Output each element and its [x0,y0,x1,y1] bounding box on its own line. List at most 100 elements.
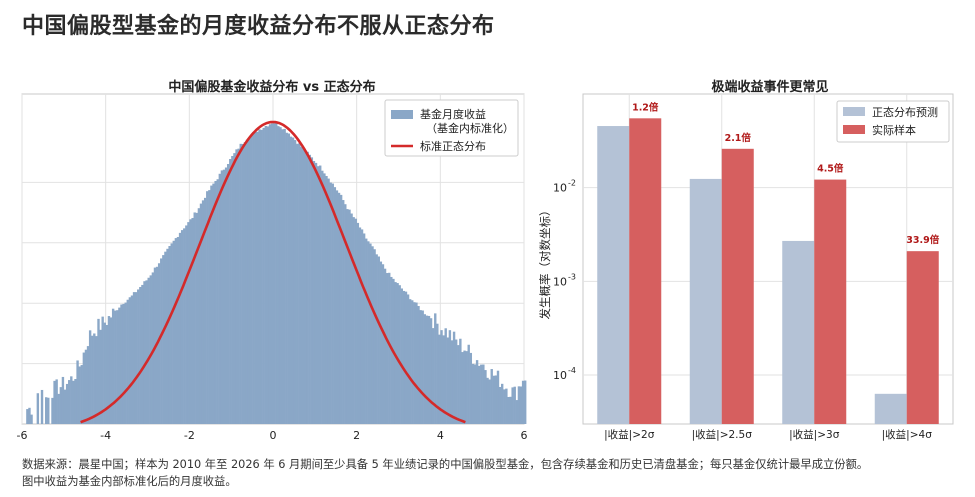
hist-bar [99,329,102,424]
hist-bar [484,370,487,424]
hist-bar [258,129,261,424]
hist-bar [107,316,111,424]
x-tick-label: |收益|>2σ [604,428,655,441]
hist-bar [111,308,115,424]
hist-bar [333,187,337,424]
hist-bar [105,324,109,424]
hist-bar [78,366,81,424]
hist-bar [162,255,165,424]
y-tick-label: 10 [553,369,567,382]
hist-bar [93,333,96,424]
hist-bar [388,272,391,424]
hist-bar [180,230,184,424]
hist-bar [233,153,236,424]
hist-bar [373,249,376,424]
hist-bar [178,232,182,424]
hist-bar [164,251,167,424]
legend-swatch-normal-pred [843,107,865,116]
hist-bar [440,330,443,424]
hist-bar [80,365,83,424]
hist-bar [122,303,125,424]
hist-bar [187,222,190,424]
hist-bar [469,352,473,424]
hist-bar [417,306,420,424]
hist-bar [500,383,504,424]
hist-bar [84,349,88,424]
hist-bar [134,292,138,424]
hist-bar [235,149,238,424]
hist-bar [381,264,385,424]
bar-actual [721,148,754,424]
hist-bar [350,213,353,424]
hist-bar [314,162,318,424]
bar-normal-pred [597,126,630,425]
hist-bar [505,388,508,424]
hist-bar [319,165,322,424]
hist-bar [120,304,123,424]
hist-bar [145,280,148,424]
histogram-chart-title: 中国偏股基金收益分布 vs 正态分布 [168,79,375,95]
hist-bar [114,310,117,424]
hist-bar [189,219,192,424]
hist-bar [413,302,416,424]
histogram-chart: 中国偏股基金收益分布 vs 正态分布 -6 -4 -2 0 2 4 6 基金月度收益 （基金… [17,79,528,442]
hist-bar [157,263,161,424]
hist-bar [419,310,422,424]
x-tick-label: |收益|>3σ [789,428,840,441]
hist-bar [296,143,299,425]
hist-bar [480,364,483,424]
hist-bar [356,222,360,424]
hist-bar [206,191,209,424]
hist-bar [473,364,477,424]
hist-bar [273,123,276,424]
legend-label-hist: 基金月度收益 [420,107,486,121]
hist-bar [210,185,213,424]
hist-bar [174,238,178,424]
hist-bar [482,364,485,424]
hist-bar [264,126,268,425]
hist-bar [239,143,242,424]
legend-swatch-hist [391,110,413,119]
ratio-label: 1.2倍 [632,101,659,113]
hist-bar [28,407,31,424]
hist-bar [511,387,514,424]
bar-normal-pred [689,178,722,424]
footnote-line-2: 图中收益为基金内部标准化后的月度收益。 [22,475,237,488]
hist-bar [302,147,305,424]
hist-bar [109,317,113,424]
normal-curve-line [80,120,466,424]
hist-bar [452,331,456,424]
legend-swatch-actual [843,125,865,134]
hist-bar [279,127,282,425]
hist-bar [224,167,228,424]
hist-bar [281,129,284,424]
footnote-line-1: 数据来源：晨星中国；样本为 2010 年至 2026 年 6 月期间至少具备 5… [22,458,869,471]
hist-bar [421,310,424,424]
bar-actual [629,118,662,424]
hist-bar [237,148,240,424]
hist-bar [436,323,439,424]
hist-bar [509,396,512,424]
hist-bar [218,173,222,424]
bar-x-ticks: |收益|>2σ |收益|>2.5σ |收益|>3σ |收益|>4σ [604,428,932,441]
histogram-legend-box [384,99,519,157]
hist-bar [76,360,79,424]
hist-bar [53,380,56,424]
hist-bar [256,131,259,424]
hist-bar [431,328,435,424]
bar-y-axis-label: 发生概率（对数坐标） [538,205,552,320]
hist-bar [488,379,491,424]
x-tick-label: 4 [437,429,444,442]
bar-y-ticks: 10-210-310-4 [553,179,576,382]
hist-bar [40,389,44,424]
hist-bar [291,137,295,424]
hist-bar [36,393,40,424]
hist-bar [143,281,146,424]
hist-bar [442,335,445,424]
hist-bar [327,178,330,424]
ratio-label: 4.5倍 [817,163,844,175]
hist-bar [170,243,173,424]
hist-bar [72,380,75,424]
hist-bar [132,292,136,424]
